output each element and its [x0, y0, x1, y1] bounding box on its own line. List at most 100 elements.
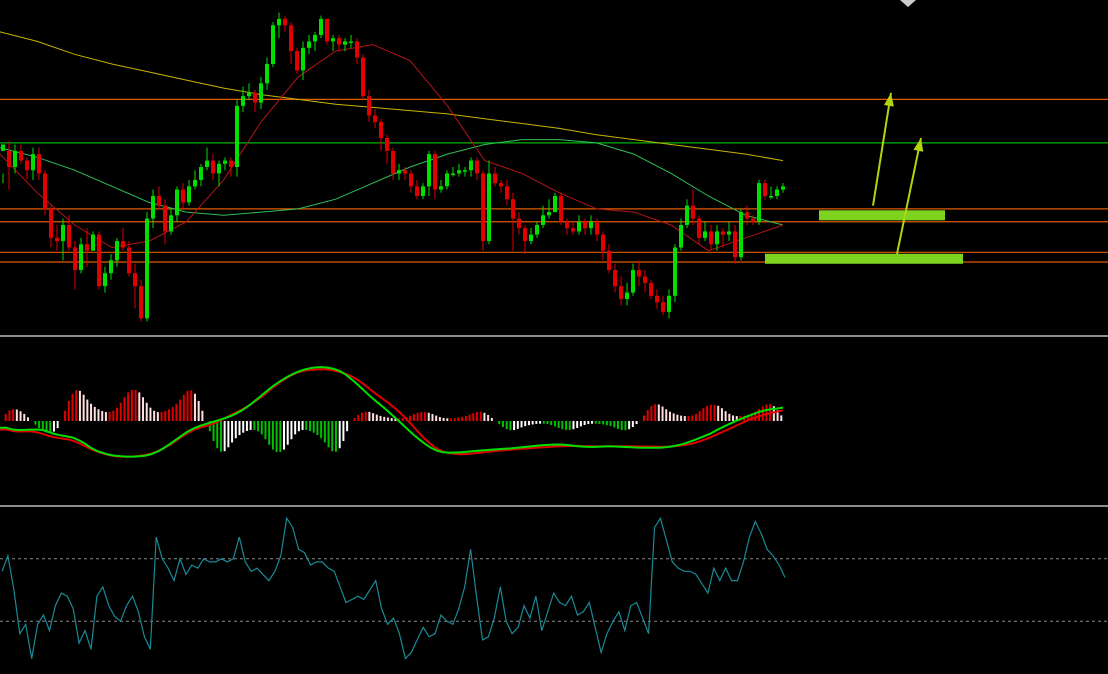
arrow-head-icon	[913, 138, 924, 152]
candle	[757, 179, 761, 225]
candle	[481, 170, 485, 251]
candle	[241, 86, 245, 113]
scroll-marker-icon	[900, 0, 916, 7]
candle-body	[577, 221, 581, 232]
candle	[55, 224, 59, 251]
candle	[385, 134, 389, 164]
candle	[391, 147, 395, 180]
candle	[49, 205, 53, 248]
candle-body	[541, 215, 545, 225]
candle	[619, 276, 623, 306]
candle	[661, 295, 665, 316]
candle	[85, 228, 89, 267]
candle-body	[643, 276, 647, 283]
candle-body	[187, 186, 191, 203]
candle-body	[385, 138, 389, 151]
candle-body	[589, 221, 593, 229]
candle	[523, 224, 527, 254]
candle	[115, 237, 119, 267]
candle-body	[505, 186, 509, 200]
candle-body	[559, 195, 563, 222]
candle	[223, 157, 227, 171]
candle-body	[91, 234, 95, 251]
candle-body	[733, 231, 737, 258]
support-zone-2	[765, 253, 963, 264]
candle	[643, 270, 647, 293]
candle	[67, 215, 71, 251]
price-panel	[0, 12, 1108, 322]
candle-body	[523, 228, 527, 242]
candle	[61, 218, 65, 261]
candle-body	[715, 231, 719, 245]
candle-body	[745, 212, 749, 219]
candle	[1, 144, 5, 184]
candle	[637, 260, 641, 287]
candle-body	[451, 173, 455, 175]
candle	[679, 218, 683, 251]
candle-body	[667, 295, 671, 312]
candle-body	[313, 34, 317, 42]
candle	[745, 205, 749, 225]
candle-body	[547, 212, 551, 216]
candle-body	[163, 205, 167, 232]
candle-body	[613, 270, 617, 287]
candle	[7, 141, 11, 190]
candle-body	[127, 247, 131, 274]
candle	[163, 199, 167, 245]
candle	[511, 192, 515, 251]
candle-body	[73, 247, 77, 271]
candle	[409, 170, 413, 193]
macd-main-line	[0, 366, 784, 458]
candle	[547, 199, 551, 219]
candle-body	[85, 244, 89, 251]
candle	[559, 192, 563, 225]
candle	[349, 34, 353, 48]
candle	[517, 212, 521, 235]
candle	[301, 41, 305, 81]
candle	[289, 22, 293, 64]
candle	[139, 279, 143, 322]
candle-body	[469, 160, 473, 171]
candle-body	[211, 160, 215, 174]
candle-body	[361, 57, 365, 97]
candle-body	[739, 212, 743, 258]
candle-body	[97, 234, 101, 287]
candle-body	[331, 38, 335, 42]
candle-body	[397, 170, 401, 174]
candle-body	[757, 183, 761, 222]
candle-body	[259, 83, 263, 103]
candle-body	[415, 186, 419, 196]
candle	[247, 83, 251, 100]
candle-body	[487, 173, 491, 242]
candle-body	[193, 179, 197, 187]
candle	[715, 224, 719, 251]
candle-body	[445, 173, 449, 187]
candle-body	[649, 282, 653, 296]
candle	[667, 289, 671, 319]
candle	[43, 170, 47, 216]
candle	[457, 163, 461, 177]
candle	[277, 12, 281, 39]
candle	[463, 167, 467, 177]
candle	[589, 215, 593, 235]
candle-body	[391, 150, 395, 174]
candle	[397, 163, 401, 180]
candle-body	[517, 218, 521, 229]
candle	[475, 157, 479, 180]
candle-body	[223, 160, 227, 164]
candle	[265, 57, 269, 90]
candle-body	[763, 183, 767, 196]
arrow-shaft	[872, 92, 892, 206]
candle-body	[265, 63, 269, 84]
candle	[529, 228, 533, 245]
candle-body	[157, 195, 161, 206]
candle-body	[229, 160, 233, 167]
candle	[709, 224, 713, 251]
candle	[685, 199, 689, 229]
candle-body	[367, 96, 371, 116]
candle-body	[277, 18, 281, 26]
candle-body	[751, 218, 755, 222]
candle-body	[571, 228, 575, 232]
